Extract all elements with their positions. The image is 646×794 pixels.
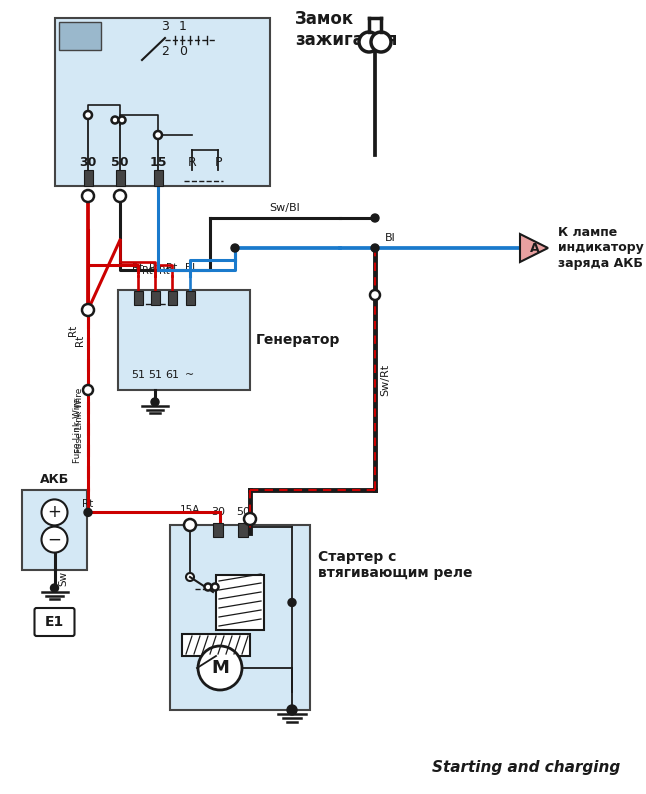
Text: 0: 0 — [179, 45, 187, 58]
Circle shape — [114, 190, 126, 202]
Bar — [118, 290, 250, 390]
Text: 51: 51 — [148, 370, 162, 380]
Bar — [22, 490, 87, 570]
Circle shape — [371, 32, 391, 52]
Circle shape — [151, 398, 159, 406]
Text: A: A — [530, 241, 540, 255]
Text: 51: 51 — [131, 370, 145, 380]
Bar — [151, 291, 160, 305]
Text: Rt: Rt — [68, 325, 78, 336]
Text: 3: 3 — [161, 20, 169, 33]
Text: Rt: Rt — [167, 263, 178, 273]
Text: 50: 50 — [111, 156, 129, 169]
Text: Sw/Bl: Sw/Bl — [269, 203, 300, 213]
Bar — [55, 18, 270, 186]
FancyBboxPatch shape — [34, 608, 74, 636]
Bar — [154, 170, 163, 186]
Circle shape — [82, 304, 94, 316]
Text: Sw: Sw — [59, 570, 68, 585]
Text: M: M — [211, 659, 229, 677]
Circle shape — [41, 499, 67, 526]
Text: 1: 1 — [179, 20, 187, 33]
Text: E1: E1 — [45, 615, 64, 629]
Text: Bl: Bl — [384, 233, 395, 243]
Circle shape — [371, 214, 379, 222]
Circle shape — [82, 190, 94, 202]
Circle shape — [84, 111, 92, 119]
Circle shape — [211, 584, 218, 591]
Text: 30: 30 — [211, 507, 225, 517]
Circle shape — [244, 513, 256, 525]
Circle shape — [112, 117, 118, 124]
Circle shape — [41, 526, 67, 553]
Text: 15: 15 — [149, 156, 167, 169]
Circle shape — [83, 385, 93, 395]
Bar — [182, 634, 250, 656]
Text: Генератор: Генератор — [256, 333, 340, 347]
Text: Rt: Rt — [75, 334, 85, 345]
Text: Starting and charging: Starting and charging — [432, 760, 620, 775]
Circle shape — [186, 573, 194, 581]
Text: 15A: 15A — [180, 505, 200, 515]
Circle shape — [287, 705, 297, 715]
Text: ~: ~ — [185, 370, 194, 380]
Circle shape — [184, 519, 196, 531]
Text: К лампе
индикатору
заряда АКБ: К лампе индикатору заряда АКБ — [558, 226, 644, 269]
Text: Rt: Rt — [149, 263, 161, 273]
Circle shape — [154, 131, 162, 139]
Bar — [216, 575, 264, 630]
Text: Rt: Rt — [132, 263, 143, 273]
Text: Fuse Link Wire: Fuse Link Wire — [76, 387, 85, 453]
Text: Rt: Rt — [159, 266, 169, 276]
Text: +: + — [48, 503, 61, 522]
Text: Sw/Rt: Sw/Rt — [380, 364, 390, 396]
Bar — [134, 291, 143, 305]
Polygon shape — [520, 234, 548, 262]
Bar — [238, 523, 248, 537]
Text: Rt: Rt — [82, 499, 93, 510]
Circle shape — [84, 508, 92, 516]
Text: 2: 2 — [161, 45, 169, 58]
Text: −: − — [48, 530, 61, 549]
Circle shape — [371, 244, 379, 252]
Text: Стартер с
втягивающим реле: Стартер с втягивающим реле — [318, 550, 472, 580]
Circle shape — [288, 599, 296, 607]
Circle shape — [370, 290, 380, 300]
Bar — [83, 170, 92, 186]
Text: 61: 61 — [165, 370, 179, 380]
Circle shape — [231, 244, 239, 252]
Circle shape — [198, 646, 242, 690]
Text: Bl: Bl — [185, 263, 195, 273]
Bar — [167, 291, 176, 305]
Bar — [213, 523, 223, 537]
Circle shape — [205, 584, 211, 591]
Text: 30: 30 — [79, 156, 97, 169]
Text: АКБ: АКБ — [40, 473, 69, 486]
Bar — [116, 170, 125, 186]
Text: 50: 50 — [236, 507, 250, 517]
Circle shape — [118, 117, 125, 124]
Text: R: R — [187, 156, 196, 169]
Text: Fuse Link Wire: Fuse Link Wire — [74, 397, 83, 463]
Bar — [185, 291, 194, 305]
Text: P: P — [214, 156, 222, 169]
Circle shape — [50, 584, 59, 592]
Text: Замок
зажигания: Замок зажигания — [295, 10, 397, 48]
Text: Rt: Rt — [141, 266, 152, 276]
Bar — [170, 525, 310, 710]
Bar — [59, 22, 101, 50]
Circle shape — [359, 32, 379, 52]
